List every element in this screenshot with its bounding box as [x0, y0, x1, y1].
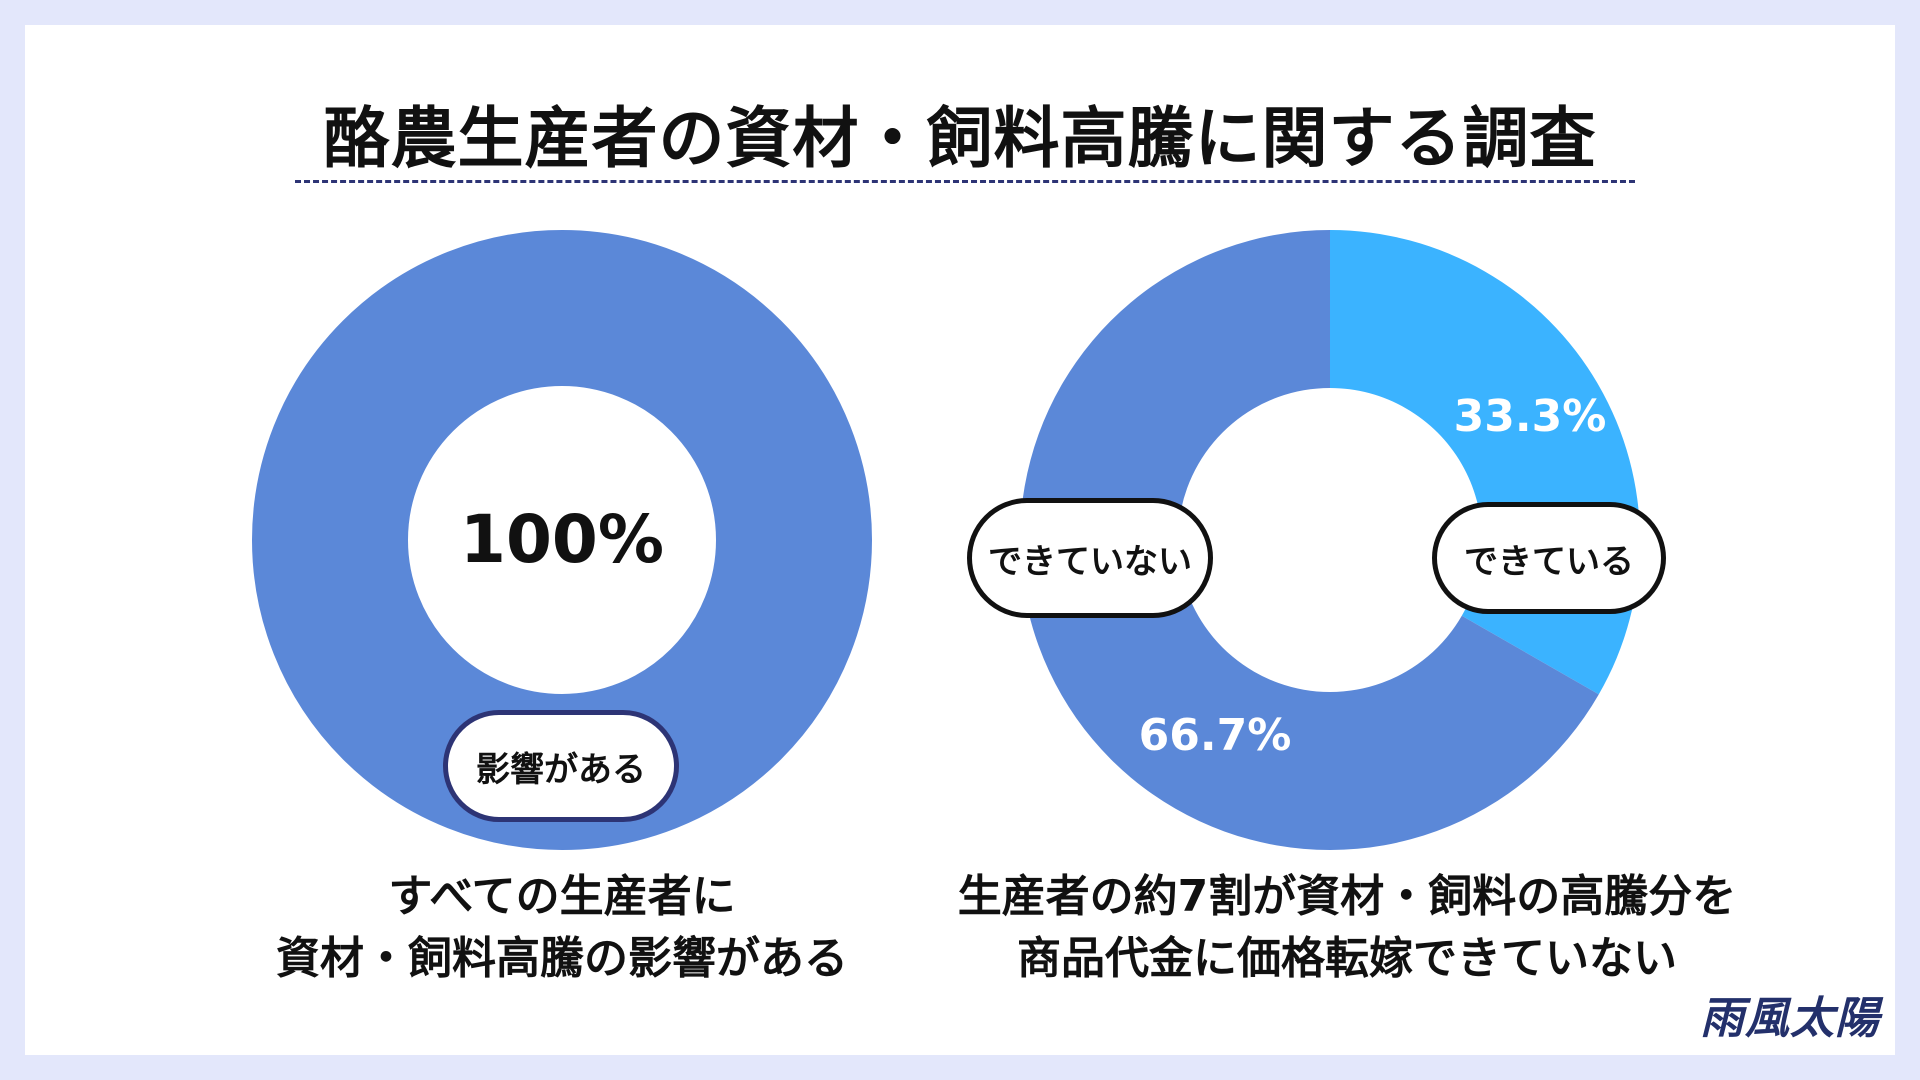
brand-logo: 雨風太陽: [1700, 993, 1880, 1044]
left-chart-caption: すべての生産者に 資材・飼料高騰の影響がある: [212, 866, 912, 990]
donut-slice-passed-on: [1330, 230, 1640, 695]
legend-pill-label: 影響がある: [476, 749, 646, 790]
caption-line: 生産者の約7割が資材・飼料の高騰分を: [957, 871, 1737, 922]
legend-pill-label: できていない: [988, 541, 1192, 582]
right-chart-caption: 生産者の約7割が資材・飼料の高騰分を 商品代金に価格転嫁できていない: [882, 866, 1812, 990]
legend-pill-not-passed-on: できていない: [967, 498, 1213, 618]
caption-line: すべての生産者に: [388, 871, 736, 922]
legend-pill-affected: 影響がある: [443, 710, 679, 822]
legend-pill-label: できている: [1464, 541, 1634, 582]
caption-line: 資材・飼料高騰の影響がある: [276, 933, 848, 984]
legend-pill-passed-on: できている: [1432, 502, 1666, 614]
center-value-label: 100%: [460, 501, 664, 578]
slice-value-label-not-passed-on: 66.7%: [1139, 710, 1292, 761]
caption-line: 商品代金に価格転嫁できていない: [1017, 933, 1677, 984]
title-divider: [295, 180, 1635, 183]
donut-slice-not-passed-on: [1019, 230, 1599, 850]
slice-value-label-passed-on: 33.3%: [1454, 391, 1607, 442]
chart-title: 酪農生産者の資材・飼料高騰に関する調査: [323, 100, 1597, 177]
